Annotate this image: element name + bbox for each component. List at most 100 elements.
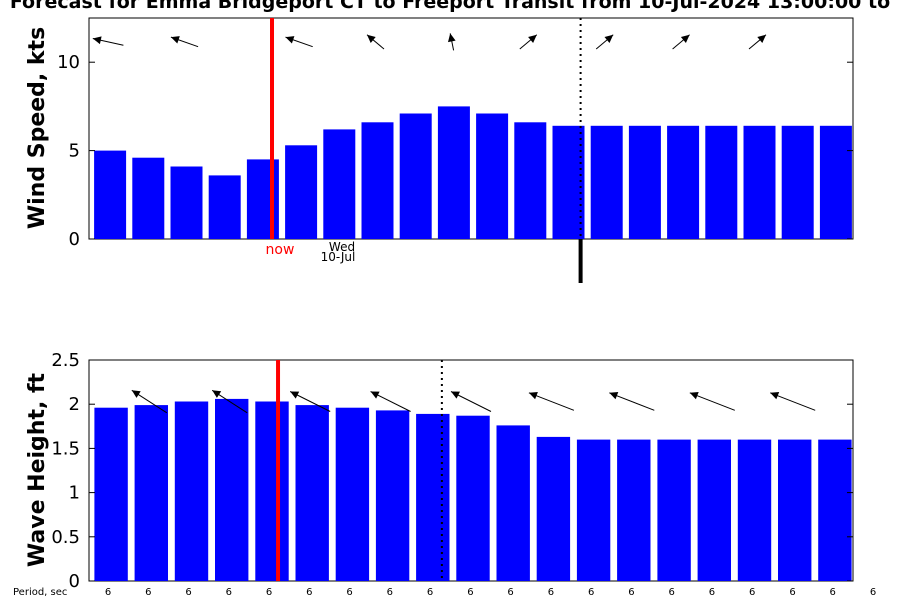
bar [437, 106, 470, 240]
direction-arrow-head [528, 392, 538, 400]
bar [818, 439, 852, 581]
wind-y-axis-label: Wind Speed, kts [25, 27, 50, 229]
bar [361, 122, 394, 239]
direction-arrow-head [370, 391, 380, 399]
bar [295, 405, 329, 581]
period-value: 6 [226, 587, 232, 598]
bar [170, 166, 203, 239]
direction-arrow-head [367, 34, 376, 43]
y-tick-label: 2.5 [51, 350, 80, 371]
direction-arrow-shaft [689, 392, 735, 411]
date-label: 10-Jul [321, 250, 356, 264]
y-tick-label: 5 [69, 141, 80, 162]
direction-arrow-head [609, 392, 619, 400]
bar [132, 157, 165, 239]
direction-arrow-head [528, 34, 537, 43]
wind-plot-frame [88, 17, 854, 240]
bar [246, 159, 279, 239]
wind-bars [94, 106, 852, 240]
bar [590, 125, 623, 239]
bar [399, 113, 432, 239]
bar [536, 436, 571, 581]
direction-arrow-head [285, 36, 295, 44]
bar [697, 439, 731, 581]
y-tick-label: 1 [69, 483, 80, 504]
period-value: 6 [709, 587, 715, 598]
bar [335, 407, 370, 581]
bar [781, 125, 814, 239]
wave-y-axis-label: Wave Height, ft [25, 372, 50, 567]
wave-direction-arrows [131, 389, 816, 414]
bar [628, 125, 661, 239]
bar [667, 125, 700, 239]
direction-arrow-head [770, 392, 780, 400]
period-value: 6 [669, 587, 675, 598]
period-value: 6 [266, 587, 272, 598]
bar [174, 401, 209, 581]
period-value: 6 [427, 587, 433, 598]
wind-y-ticks: 0 5 10 [57, 52, 853, 250]
period-value: 6 [830, 587, 836, 598]
period-value: 6 [789, 587, 795, 598]
y-tick-label: 2 [69, 394, 80, 415]
wave-y-ticks: 0 0.5 1 1.5 2 2.5 [51, 350, 853, 592]
bar [743, 125, 776, 239]
period-value: 6 [105, 587, 111, 598]
bar [778, 439, 812, 581]
period-value: 6 [870, 587, 876, 598]
bar [323, 129, 356, 239]
bar [705, 125, 738, 239]
bar [208, 175, 241, 239]
direction-arrow-head [680, 34, 690, 43]
period-value: 6 [306, 587, 312, 598]
bar [456, 415, 490, 581]
direction-arrow-head [604, 34, 614, 43]
bar [94, 407, 128, 581]
bar [416, 413, 450, 581]
bar [819, 125, 852, 239]
direction-arrow-head [92, 36, 102, 45]
bar [94, 150, 127, 239]
bar [657, 439, 691, 581]
period-value: 6 [387, 587, 393, 598]
direction-arrow-head [448, 33, 456, 43]
period-value: 6 [145, 587, 151, 598]
wind-marker-lines [270, 18, 583, 283]
bar [737, 439, 772, 581]
bar [255, 401, 289, 581]
wind-direction-arrows [92, 33, 767, 51]
direction-arrow-head [290, 391, 300, 399]
period-value: 6 [588, 587, 594, 598]
wave-height-panel: 0 0.5 1 1.5 2 2.5 Wave Height, ft Period, sec… [13, 350, 876, 598]
direction-arrow-head [170, 36, 180, 44]
wave-bars [94, 398, 852, 581]
wind-speed-panel: 0 5 10 Wind Speed, kts now Wed 10-Jul [25, 17, 854, 283]
bar [496, 425, 530, 581]
bar [476, 113, 509, 239]
period-value: 6 [548, 587, 554, 598]
period-value: 6 [185, 587, 191, 598]
y-tick-label: 1.5 [51, 438, 80, 459]
direction-arrow-head [757, 34, 766, 43]
y-tick-label: 0 [69, 571, 80, 592]
y-tick-label: 0.5 [51, 527, 80, 548]
direction-arrow-head [689, 392, 699, 400]
direction-arrow-head [212, 390, 222, 398]
bar [576, 439, 611, 581]
chart-title: Forecast for Emma Bridgeport CT to Freep… [10, 0, 890, 13]
period-value: 6 [507, 587, 513, 598]
period-value: 6 [628, 587, 634, 598]
day-label: Wed [329, 240, 355, 254]
y-tick-label: 10 [57, 52, 80, 73]
bar [134, 405, 168, 581]
bar [552, 125, 585, 239]
period-label: Period, sec [13, 587, 67, 598]
y-tick-label: 0 [69, 229, 80, 250]
direction-arrow-head [451, 391, 460, 399]
bar [514, 122, 547, 239]
wave-marker-lines [276, 360, 443, 581]
bar [215, 398, 249, 581]
direction-arrow-head [131, 390, 141, 398]
now-label: now [266, 242, 295, 258]
